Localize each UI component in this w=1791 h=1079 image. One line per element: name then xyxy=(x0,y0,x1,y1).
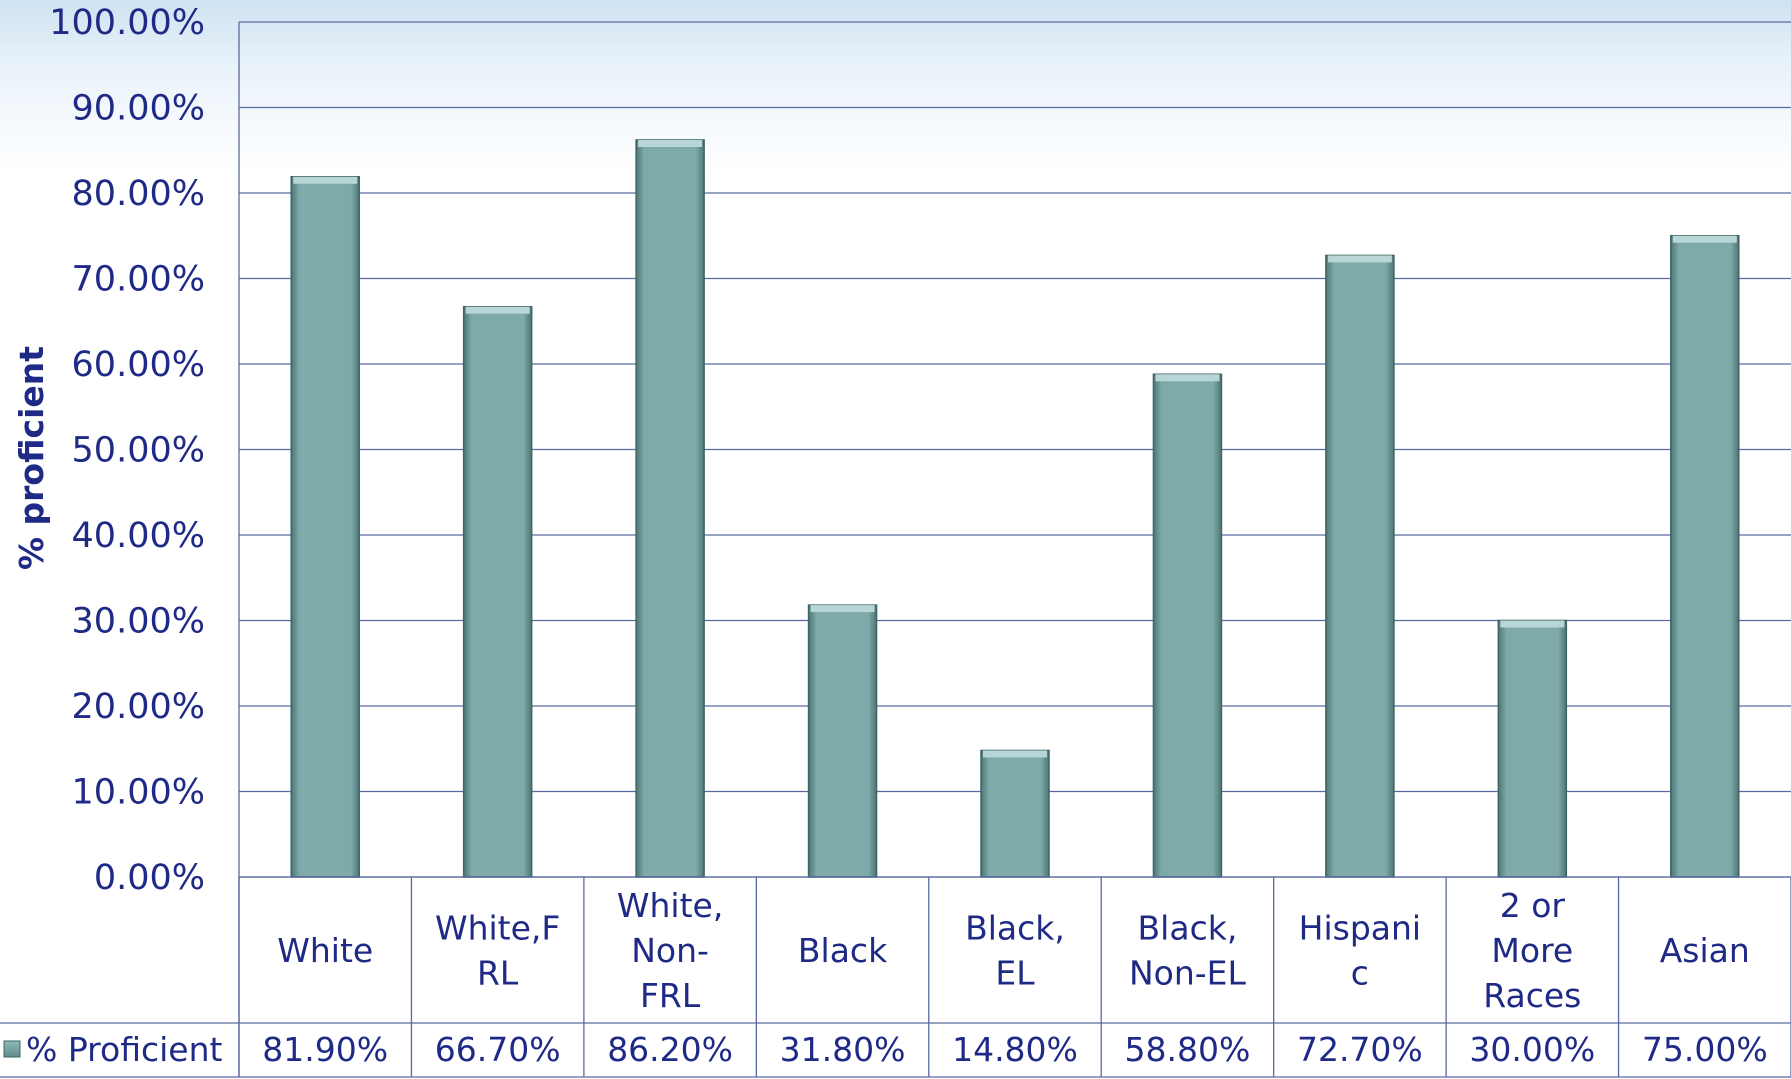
x-tick-label: Asian xyxy=(1660,931,1750,970)
x-tick-label: White, Non-FRL xyxy=(617,886,723,1015)
bar-body xyxy=(1670,235,1740,878)
data-label: 30.00% xyxy=(1469,1030,1595,1069)
bar xyxy=(462,305,533,878)
x-tick-label: Black, Non-EL xyxy=(1129,909,1247,993)
bar-cap xyxy=(983,750,1047,758)
data-label: 81.90% xyxy=(262,1030,388,1069)
bar-cap xyxy=(1500,620,1565,628)
bar-body xyxy=(1497,619,1568,878)
data-label: 72.70% xyxy=(1297,1030,1423,1069)
y-tick-label: 80.00% xyxy=(72,174,205,214)
bar xyxy=(1497,619,1568,878)
y-tick-label: 60.00% xyxy=(72,345,205,385)
x-tick-label: Black xyxy=(798,931,888,970)
bar xyxy=(980,749,1050,878)
bar-cap xyxy=(293,176,358,184)
bar xyxy=(807,604,878,878)
data-label: 86.20% xyxy=(607,1030,733,1069)
y-tick-label: 20.00% xyxy=(72,687,205,727)
x-tick-label: White,F RL xyxy=(435,909,560,993)
x-tick-label: 2 or More Races xyxy=(1483,886,1581,1015)
bar-cap xyxy=(1672,235,1737,243)
bar xyxy=(1670,235,1740,878)
y-tick-label: 90.00% xyxy=(72,89,205,129)
y-tick-label: 100.00% xyxy=(49,3,205,43)
y-tick-label: 10.00% xyxy=(72,773,205,813)
bar-cap xyxy=(1327,255,1392,263)
bar-cap xyxy=(638,139,703,147)
bar-cap xyxy=(465,306,530,314)
x-tick-label: Hispani c xyxy=(1299,909,1421,993)
y-tick-label: 0.00% xyxy=(94,858,205,898)
bar-cap xyxy=(810,605,875,613)
y-tick-label: 30.00% xyxy=(72,602,205,642)
bar xyxy=(290,176,360,878)
bar xyxy=(1325,254,1395,878)
data-label: 58.80% xyxy=(1125,1030,1251,1069)
x-tick-label: White xyxy=(277,931,373,970)
y-tick-label: 70.00% xyxy=(72,260,205,300)
y-axis-label: % proficient xyxy=(12,346,51,570)
legend-label: % Proficient xyxy=(26,1030,223,1069)
bar-body xyxy=(1325,254,1395,878)
data-table: White 81.90% White,F RL 66.70% White, Non-FRL 8… xyxy=(0,876,1791,1078)
data-label: 75.00% xyxy=(1642,1030,1768,1069)
y-axis-ticks: 0.00% 10.00% 20.00% 30.00% 40.00% 50.00% 60.00… xyxy=(49,3,205,898)
bars xyxy=(290,139,1740,878)
bar-body xyxy=(462,305,533,878)
bar xyxy=(635,139,705,878)
bar xyxy=(1152,373,1223,878)
data-label: 14.80% xyxy=(952,1030,1078,1069)
bar-body xyxy=(980,749,1050,878)
data-label: 66.70% xyxy=(435,1030,561,1069)
x-tick-label: Black, EL xyxy=(965,909,1065,993)
bar-body xyxy=(1152,373,1223,878)
bar-cap xyxy=(1155,374,1220,382)
bar-body xyxy=(807,604,878,878)
bar-body xyxy=(290,176,360,878)
y-tick-label: 50.00% xyxy=(72,431,205,471)
data-label: 31.80% xyxy=(780,1030,906,1069)
bar-body xyxy=(635,139,705,878)
legend-swatch xyxy=(3,1040,21,1058)
y-tick-label: 40.00% xyxy=(72,516,205,556)
